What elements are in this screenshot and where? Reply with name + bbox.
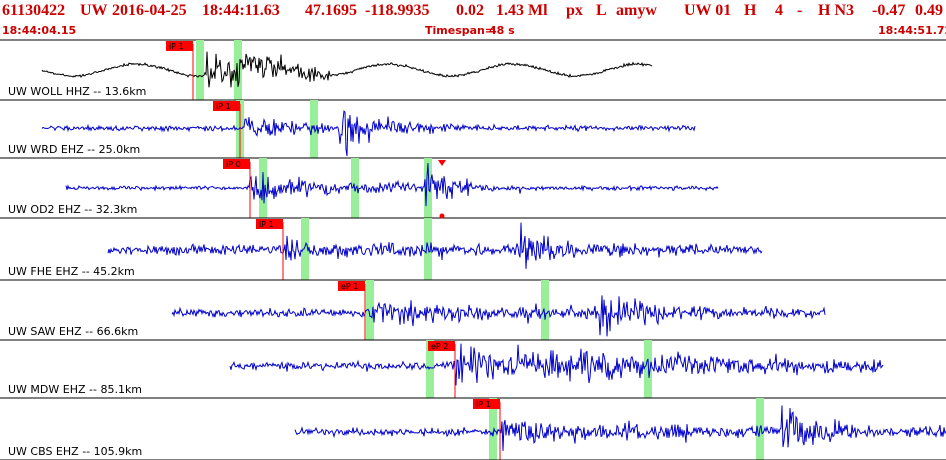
magnitude: 1.43 Ml [496, 2, 548, 19]
window-marker [426, 340, 434, 398]
event-type: px [566, 2, 583, 19]
event-id: 61130422 [2, 2, 66, 19]
window-marker [196, 40, 204, 100]
station-label: UW SAW EHZ -- 66.6km [8, 325, 138, 338]
value-1: -0.47 [872, 2, 906, 19]
latitude: 47.1695 [305, 2, 357, 19]
waveform-trace [41, 110, 696, 157]
station-label: UW WOLL HHZ -- 13.6km [8, 85, 146, 98]
window-marker [310, 100, 318, 158]
depth: 0.02 [456, 2, 484, 19]
window-marker [301, 218, 309, 280]
start-time: 18:44:04.15 [2, 24, 77, 37]
pick-label: iP 0 [226, 160, 241, 169]
pick-flag [473, 399, 500, 409]
waveform-trace [41, 51, 653, 88]
event-date: 2016-04-25 [112, 2, 187, 19]
window-marker [424, 158, 432, 218]
window-marker [644, 340, 652, 398]
pick-label: iP 1 [259, 220, 274, 229]
pick-flag [338, 281, 365, 291]
pick-flag [256, 219, 283, 229]
location-flag: L [596, 2, 607, 19]
value-2: 0.49 [915, 2, 943, 19]
analyst: amyw [616, 2, 657, 19]
end-time: 18:44:51.72 [878, 24, 946, 37]
waveform-trace [171, 295, 826, 337]
waveform-trace [229, 343, 884, 386]
pick-flag [223, 159, 250, 169]
event-time: 18:44:11.63 [202, 2, 280, 19]
pick-flag [428, 341, 455, 351]
pick-label: eP 1 [341, 282, 358, 291]
amplitude-marker-top [438, 160, 446, 166]
pick-flag [213, 101, 240, 111]
waveform-trace [65, 163, 719, 207]
window-marker [489, 398, 497, 460]
station-label: UW FHE EHZ -- 45.2km [8, 265, 135, 278]
pick-flag [166, 41, 193, 51]
event-header: 61130422 UW 2016-04-25 18:44:11.63 47.16… [0, 0, 946, 22]
source: UW 01 [684, 2, 732, 19]
waveform-trace [294, 405, 946, 451]
pick-label: iP 1 [169, 42, 184, 51]
pick-label: eP 2 [431, 342, 448, 351]
longitude: -118.9935 [365, 2, 430, 19]
amplitude-marker-bottom [439, 213, 445, 219]
time-bar: 18:44:04.15 Timespan= 48 s 18:44:51.72 [0, 24, 946, 38]
window-marker [259, 158, 267, 218]
window-marker [366, 280, 374, 340]
station-label: UW OD2 EHZ -- 32.3km [8, 203, 137, 216]
waveform-trace [107, 222, 763, 269]
window-marker [541, 280, 549, 340]
h-field: H [744, 2, 757, 19]
hn3-field: H N3 [818, 2, 854, 19]
station-label: UW CBS EHZ -- 105.9km [8, 445, 142, 458]
pick-label: iP 1 [476, 400, 491, 409]
n-field: 4 [775, 2, 783, 19]
dash-field: - [797, 2, 803, 19]
window-marker [234, 40, 242, 100]
station-label: UW MDW EHZ -- 85.1km [8, 383, 142, 396]
timespan-label: Timespan= [425, 24, 495, 37]
pick-label: iP 1 [216, 102, 231, 111]
station-label: UW WRD EHZ -- 25.0km [8, 143, 140, 156]
network: UW [80, 2, 108, 19]
timespan-value: 48 s [489, 24, 515, 37]
